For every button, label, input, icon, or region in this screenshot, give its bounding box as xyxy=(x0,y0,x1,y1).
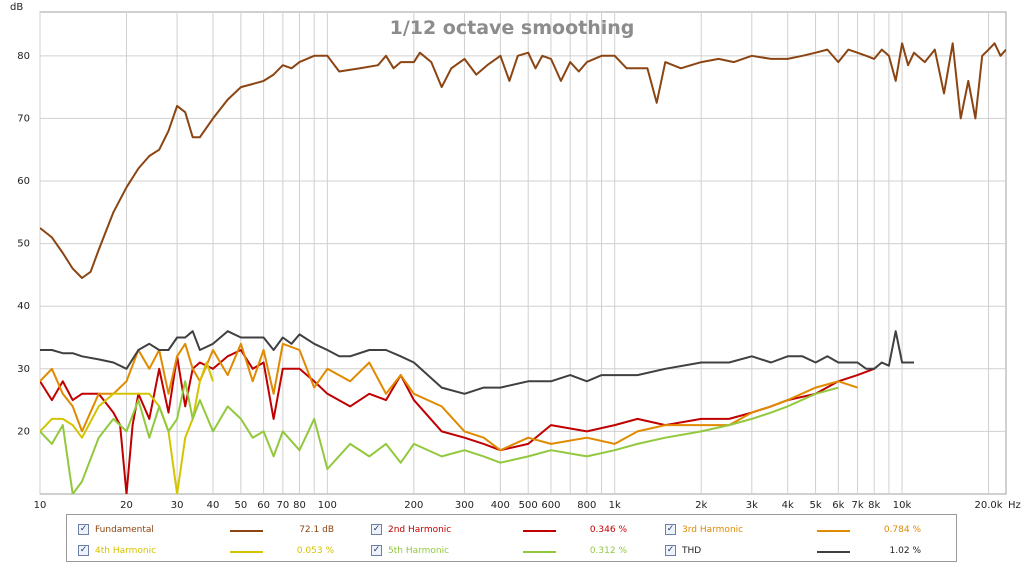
plot-area: 20 30 40 50 60 70 80 10 20 30 40 50 60 70 80 100 200 300… xyxy=(10,2,1021,510)
y-tick-labels: 20 30 40 50 60 70 80 xyxy=(17,51,30,438)
legend-swatch xyxy=(230,530,263,532)
x-tick-label: 20 xyxy=(120,500,133,510)
x-tick-label: 20.0k xyxy=(975,500,1003,510)
x-tick-label: 4k xyxy=(782,500,794,510)
legend-label: THD xyxy=(682,546,702,556)
x-tick-label: 10k xyxy=(893,500,912,510)
legend-value: 0.312 % xyxy=(589,546,627,556)
series-line-5th-harmonic xyxy=(40,380,839,494)
legend-item-thd: ✓ THD 1.02 % xyxy=(665,545,935,565)
series-lines xyxy=(40,42,1006,494)
legend-label: 4th Harmonic xyxy=(95,546,157,556)
x-tick-label: 1k xyxy=(609,500,621,510)
legend-checkbox-5th-harmonic[interactable]: ✓ xyxy=(371,545,382,556)
legend-item-2nd-harmonic: ✓ 2nd Harmonic 0.346 % xyxy=(371,524,641,544)
legend-swatch xyxy=(230,551,263,553)
series-line-thd xyxy=(40,330,914,395)
legend-item-4th-harmonic: ✓ 4th Harmonic 0.053 % xyxy=(78,545,348,565)
x-tick-label: 600 xyxy=(541,500,560,510)
y-tick-label: 70 xyxy=(17,113,30,124)
legend-swatch xyxy=(523,551,556,553)
series-line-2nd-harmonic xyxy=(40,349,875,494)
x-tick-label: 2k xyxy=(695,500,707,510)
x-tick-label: 10 xyxy=(34,500,47,510)
legend-swatch xyxy=(523,530,556,532)
plot-frame xyxy=(39,11,1007,495)
series-line-fundamental xyxy=(40,42,1006,279)
legend-value: 0.346 % xyxy=(589,525,627,535)
y-tick-label: 20 xyxy=(17,426,30,437)
x-axis-unit: Hz xyxy=(1008,500,1021,510)
x-tick-label: 400 xyxy=(491,500,510,510)
x-tick-label: 500 xyxy=(519,500,538,510)
legend-checkbox-2nd-harmonic[interactable]: ✓ xyxy=(371,524,382,535)
legend-value: 0.784 % xyxy=(883,525,921,535)
chart-title: 1/12 octave smoothing xyxy=(390,17,635,39)
y-tick-label: 80 xyxy=(17,51,30,62)
legend-item-fundamental: ✓ Fundamental 72.1 dB xyxy=(78,524,348,544)
legend-value: 0.053 % xyxy=(296,546,334,556)
x-tick-label: 8k xyxy=(868,500,880,510)
y-axis-label: dB xyxy=(10,2,23,13)
legend-swatch xyxy=(817,551,850,553)
x-tick-label: 3k xyxy=(746,500,758,510)
x-tick-label: 70 xyxy=(276,500,289,510)
legend-checkbox-4th-harmonic[interactable]: ✓ xyxy=(78,545,89,556)
y-tick-label: 60 xyxy=(17,176,30,187)
legend-label: 2nd Harmonic xyxy=(388,525,452,535)
legend-label: Fundamental xyxy=(95,525,154,535)
x-tick-label: 30 xyxy=(171,500,184,510)
x-tick-labels: 10 20 30 40 50 60 70 80 100 200 300 400 500 600 800 1k 2… xyxy=(34,500,1003,510)
legend-item-5th-harmonic: ✓ 5th Harmonic 0.312 % xyxy=(371,545,641,565)
y-tick-label: 30 xyxy=(17,364,30,375)
legend-value: 1.02 % xyxy=(889,546,921,556)
grid xyxy=(39,12,1006,494)
x-tick-label: 6k xyxy=(832,500,844,510)
x-tick-label: 100 xyxy=(318,500,337,510)
legend-value: 72.1 dB xyxy=(299,525,334,535)
x-tick-label: 5k xyxy=(809,500,821,510)
x-tick-label: 50 xyxy=(234,500,247,510)
legend-checkbox-fundamental[interactable]: ✓ xyxy=(78,524,89,535)
series-line-4th-harmonic xyxy=(40,361,214,494)
x-tick-label: 300 xyxy=(455,500,474,510)
x-tick-label: 60 xyxy=(257,500,270,510)
x-tick-label: 40 xyxy=(207,500,220,510)
legend-checkbox-thd[interactable]: ✓ xyxy=(665,545,676,556)
legend-item-3rd-harmonic: ✓ 3rd Harmonic 0.784 % xyxy=(665,524,935,544)
legend-swatch xyxy=(817,530,850,532)
x-tick-label: 200 xyxy=(404,500,423,510)
legend-checkbox-3rd-harmonic[interactable]: ✓ xyxy=(665,524,676,535)
y-tick-label: 40 xyxy=(17,301,30,312)
x-tick-label: 800 xyxy=(577,500,596,510)
legend-label: 3rd Harmonic xyxy=(682,525,744,535)
y-tick-label: 50 xyxy=(17,239,30,250)
x-tick-label: 80 xyxy=(293,500,306,510)
legend-label: 5th Harmonic xyxy=(388,546,450,556)
legend: ✓ Fundamental 72.1 dB ✓ 2nd Harmonic 0.346 % ✓… xyxy=(66,514,957,562)
x-tick-label: 7k xyxy=(851,500,863,510)
